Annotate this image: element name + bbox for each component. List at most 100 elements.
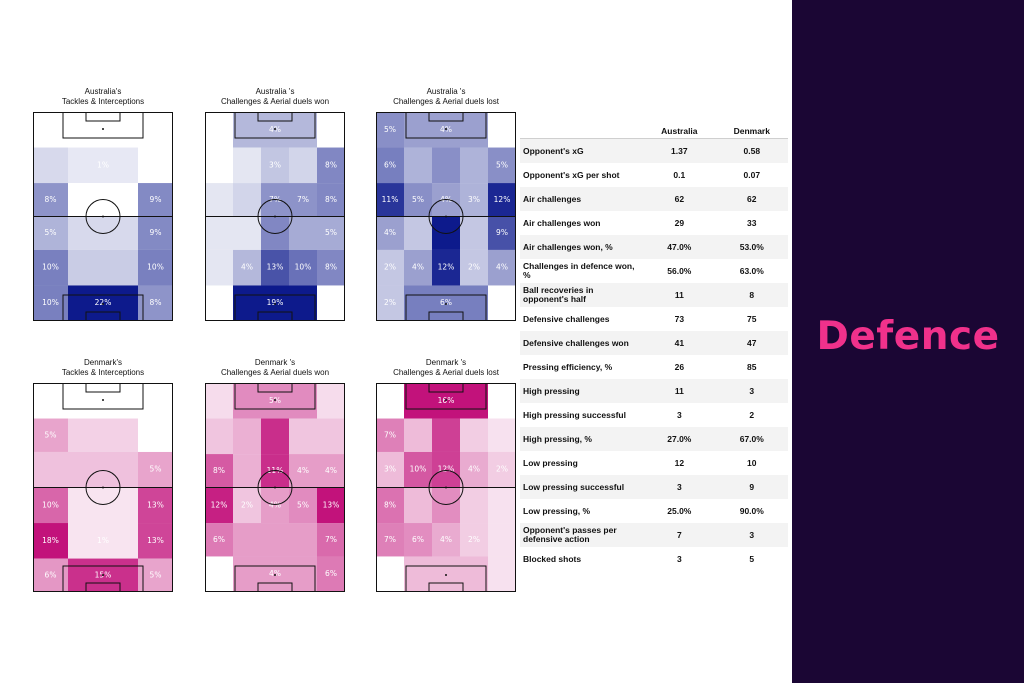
zone-label: 9% — [496, 228, 508, 237]
stats-metric-label: Air challenges — [520, 187, 644, 211]
stats-row: Air challenges won 29 33 — [520, 211, 788, 235]
stats-row: High pressing successful 3 2 — [520, 403, 788, 427]
pitch-title-line1: Denmark 's — [425, 358, 467, 367]
zone-label: 8% — [325, 160, 337, 169]
stats-value-australia: 3 — [676, 410, 682, 420]
zone-cell — [205, 487, 233, 524]
zone-label: 0% — [213, 160, 225, 169]
zone-label: 5% — [496, 160, 508, 169]
zone-label: 8% — [213, 466, 225, 475]
penalty-box-bottom — [62, 294, 144, 321]
zone-cell — [376, 183, 404, 217]
zone-label: 0% — [213, 569, 225, 578]
stats-header-australia: Australia — [643, 124, 716, 139]
stats-value-denmark: 53.0% — [715, 235, 788, 259]
stats-value-australia: 26 — [674, 362, 685, 372]
stats-value-denmark: 47 — [715, 331, 788, 355]
zone-cell — [432, 249, 460, 286]
zone-label: 7% — [384, 430, 396, 439]
stats-row: Ball recoveries in opponent's half 11 8 — [520, 283, 788, 307]
zone-cell — [205, 285, 233, 321]
penalty-box-bottom — [234, 294, 316, 321]
pitch-title-line2: Challenges & Aerial duels lost — [393, 97, 499, 106]
pitch-heatmap-australia-1: Australia 's Challenges & Aerial duels wo… — [205, 87, 345, 321]
zone-label: 13% — [147, 500, 164, 509]
stats-value-denmark: 3 — [715, 379, 788, 403]
zone-label: 3% — [468, 195, 480, 204]
zone-cell — [33, 183, 68, 217]
zone-cell — [404, 249, 432, 286]
stats-value-australia: 0.1 — [673, 170, 686, 180]
penalty-box-top — [234, 112, 316, 139]
stats-metric-label: Air challenges won, % — [520, 235, 644, 259]
zone-label: 9% — [150, 228, 162, 237]
zone-cell — [261, 487, 289, 524]
stats-value-denmark: 2 — [749, 410, 755, 420]
zone-cell — [488, 523, 516, 557]
stats-value-australia: 27.0% — [643, 427, 716, 451]
zone-label: 4% — [241, 263, 253, 272]
zone-label: 6% — [440, 298, 452, 307]
zone-cell — [233, 454, 261, 488]
zone-cell — [33, 487, 68, 524]
stats-value-australia: 7 — [643, 523, 716, 547]
pitch-title-line2: Tackles & Interceptions — [61, 368, 145, 377]
stats-metric-label: Ball recoveries in opponent's half — [520, 283, 644, 307]
pitch-spot — [274, 486, 276, 489]
zone-label: 0% — [213, 125, 225, 134]
stats-metric-label: High pressing successful — [523, 409, 626, 420]
zone-label: 4% — [468, 465, 480, 474]
stats-value-australia: 3 — [643, 475, 716, 499]
stats-value-australia: 29 — [674, 218, 685, 228]
zone-cell — [138, 451, 173, 488]
pitch-title-line2: Challenges & Aerial duels won — [220, 97, 330, 106]
stats-row: Pressing efficiency, % 26 85 — [520, 355, 788, 379]
pitch-title-line1: Australia's — [84, 87, 122, 96]
zone-cell — [488, 285, 516, 321]
zone-label: 9% — [150, 195, 162, 204]
zone-cell — [233, 487, 261, 524]
zone-cell — [233, 249, 261, 286]
stats-value-denmark: 67.0% — [715, 427, 788, 451]
penalty-box-bottom — [405, 565, 487, 592]
zone-cell — [317, 454, 345, 488]
stats-value-australia: 3 — [676, 554, 682, 564]
zone-cell — [317, 147, 345, 184]
pitch-svg: 0%0%0%1%0%8%9%5%9%10%10%10%22%8% — [33, 112, 173, 321]
zone-cell — [460, 147, 488, 184]
zone-cell — [404, 216, 432, 250]
stats-value-denmark: 8 — [715, 283, 788, 307]
zone-cell — [488, 556, 516, 592]
penalty-box-top — [405, 112, 487, 139]
zone-label: 5% — [297, 500, 309, 509]
stats-row: Challenges in defence won, % 56.0% 63.0% — [520, 259, 788, 283]
stats-metric-label: Defensive challenges — [523, 313, 610, 324]
zone-cell — [317, 249, 345, 286]
penalty-box-top — [405, 383, 487, 410]
stats-row: Defensive challenges 73 75 — [520, 307, 788, 331]
stats-value-denmark: 90.0% — [739, 506, 764, 516]
zone-cell — [138, 216, 173, 250]
stats-value-denmark: 0.58 — [715, 138, 788, 163]
zone-cell — [317, 487, 345, 524]
zone-label: 10% — [42, 263, 59, 272]
zone-cell — [404, 418, 432, 452]
zone-cell — [488, 487, 516, 524]
six-yard-box-bottom — [428, 582, 464, 592]
stats-row: Air challenges 62 62 — [520, 187, 788, 211]
stats-value-denmark: 9 — [715, 475, 788, 499]
pitch-title: Australia 's Challenges & Aerial duels wo… — [205, 87, 345, 107]
pitch-spot — [274, 128, 276, 130]
zone-cell — [138, 183, 173, 217]
stats-value-denmark: 63.0% — [739, 266, 764, 276]
zone-cell — [138, 418, 173, 452]
zone-cell — [138, 112, 173, 148]
pitch-spot — [445, 215, 447, 218]
pitch-spot — [274, 215, 276, 218]
pitch-spot — [445, 399, 447, 401]
zone-label: 0% — [45, 125, 57, 134]
stats-metric-label: Low pressing, % — [523, 505, 591, 516]
zone-cell — [317, 523, 345, 557]
stats-row: Opponent's xG 1.37 0.58 — [520, 138, 788, 163]
